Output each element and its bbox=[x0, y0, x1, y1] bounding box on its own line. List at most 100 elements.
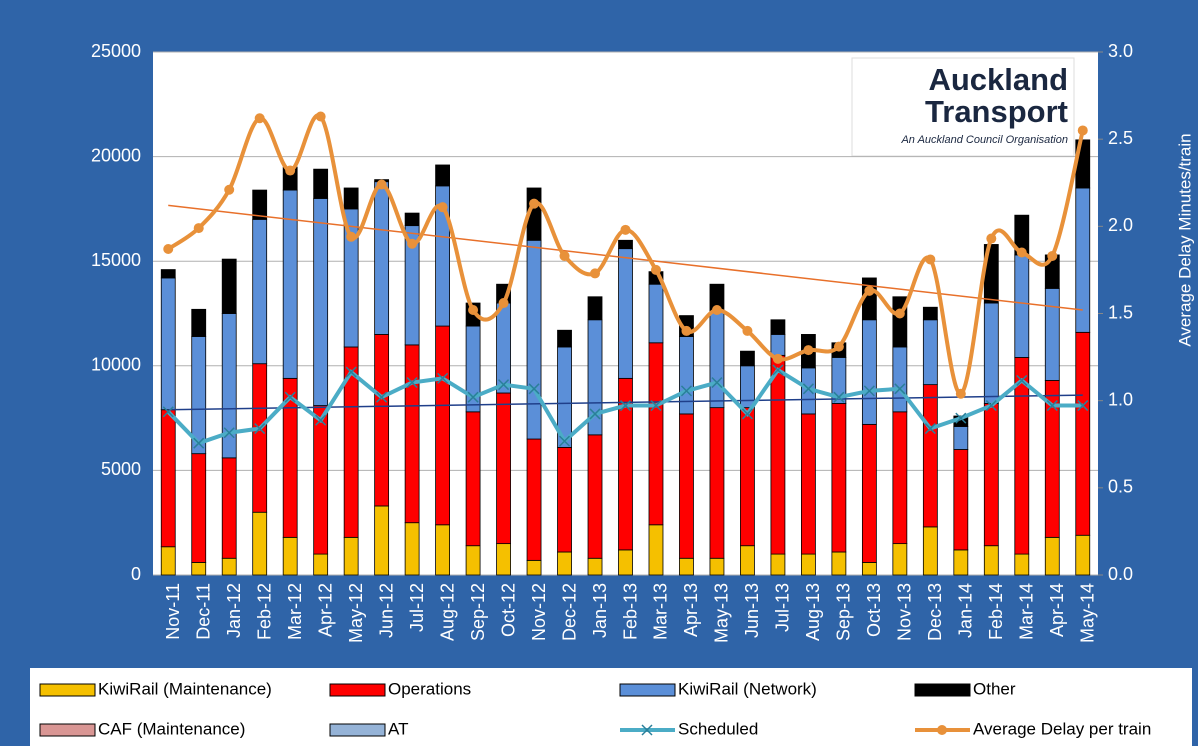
y-tick-label: 15000 bbox=[91, 250, 141, 270]
bar-segment bbox=[770, 354, 786, 555]
point bbox=[864, 285, 875, 296]
bar-segment bbox=[1044, 536, 1060, 576]
point bbox=[406, 377, 418, 389]
point bbox=[254, 423, 266, 435]
point bbox=[163, 243, 174, 254]
x-tick-label: Nov-12 bbox=[529, 583, 549, 641]
bar-segment bbox=[221, 557, 237, 576]
bar-segment bbox=[892, 411, 908, 545]
y2-tick-label: 1.5 bbox=[1108, 302, 1133, 322]
point bbox=[315, 111, 326, 122]
point bbox=[346, 231, 357, 242]
point bbox=[711, 377, 723, 389]
bar-segment bbox=[648, 342, 664, 526]
legend-swatch bbox=[914, 683, 971, 697]
bar-segment bbox=[831, 551, 847, 576]
bar-segment bbox=[252, 363, 268, 513]
point bbox=[833, 391, 845, 403]
bar-segment bbox=[770, 553, 786, 576]
bar-segment bbox=[1044, 287, 1060, 381]
y2-tick-label: 2.5 bbox=[1108, 128, 1133, 148]
legend-marker bbox=[641, 724, 653, 736]
x-tick-label: Jul-12 bbox=[407, 583, 427, 632]
bar-segment bbox=[922, 319, 938, 386]
bar-segment bbox=[435, 524, 450, 576]
x-tick-label: Apr-13 bbox=[681, 583, 701, 637]
point bbox=[650, 264, 661, 275]
bar-segment bbox=[740, 365, 755, 409]
bar-segment bbox=[191, 453, 207, 563]
bar-segment bbox=[953, 426, 969, 450]
bar-segment bbox=[679, 336, 694, 415]
x-tick-label: Dec-12 bbox=[559, 583, 579, 641]
bar-segment bbox=[709, 311, 725, 409]
bar-segment bbox=[983, 403, 999, 547]
point bbox=[407, 238, 418, 249]
x-tick-label: Nov-13 bbox=[895, 583, 915, 641]
point bbox=[894, 383, 906, 395]
x-tick-label: Oct-13 bbox=[864, 583, 884, 637]
x-tick-label: Feb-13 bbox=[620, 583, 640, 640]
bar-segment bbox=[740, 545, 755, 576]
x-tick-label: Jan-14 bbox=[956, 583, 976, 638]
bar-segment bbox=[861, 319, 877, 425]
point bbox=[955, 388, 966, 399]
x-tick-label: Oct-12 bbox=[498, 583, 518, 637]
point bbox=[315, 414, 327, 426]
point bbox=[498, 298, 509, 309]
bar-segment bbox=[374, 505, 390, 576]
x-tick-label: Jan-12 bbox=[224, 583, 244, 638]
bar-segment bbox=[526, 559, 542, 576]
bar-segment bbox=[160, 409, 176, 548]
bar-segment bbox=[618, 239, 633, 250]
point bbox=[498, 379, 510, 391]
logo-title: Transport bbox=[925, 94, 1068, 129]
bar-segment bbox=[557, 551, 572, 576]
bar-segment bbox=[404, 344, 420, 524]
y2-tick-label: 2.0 bbox=[1108, 215, 1133, 235]
bar-segment bbox=[861, 423, 877, 563]
y-tick-label: 0 bbox=[131, 564, 141, 584]
y2-tick-label: 1.0 bbox=[1108, 389, 1133, 409]
bar-segment bbox=[404, 212, 420, 227]
x-tick-label: Mar-13 bbox=[651, 583, 671, 640]
bar-segment bbox=[374, 181, 390, 335]
y2-tick-label: 0.5 bbox=[1108, 477, 1133, 497]
bar-segment bbox=[374, 334, 390, 507]
point bbox=[620, 224, 631, 235]
bar-segment bbox=[770, 334, 786, 356]
x-tick-label: Apr-14 bbox=[1047, 583, 1067, 637]
x-tick-label: Nov-11 bbox=[163, 583, 183, 640]
legend-label: KiwiRail (Network) bbox=[678, 679, 817, 698]
bar-segment bbox=[892, 543, 908, 576]
point bbox=[437, 202, 448, 213]
bar-segment bbox=[435, 164, 450, 187]
point bbox=[833, 341, 844, 352]
point bbox=[223, 427, 235, 439]
point bbox=[1046, 400, 1058, 412]
bar-segment bbox=[831, 403, 847, 553]
x-tick-label: Aug-13 bbox=[803, 583, 823, 641]
x-tick-label: May-13 bbox=[712, 583, 732, 643]
bar-segment bbox=[709, 407, 725, 559]
y2-axis-label: Average Delay Minutes/train bbox=[1175, 133, 1194, 346]
x-tick-label: Aug-12 bbox=[437, 583, 457, 641]
bar-segment bbox=[404, 522, 420, 576]
bar-segment bbox=[252, 218, 268, 365]
x-tick-label: Feb-14 bbox=[986, 583, 1006, 640]
point bbox=[528, 383, 540, 395]
point bbox=[529, 198, 540, 209]
point bbox=[162, 406, 174, 418]
point bbox=[437, 372, 449, 384]
x-tick-label: Sep-12 bbox=[468, 583, 488, 641]
bar-segment bbox=[1075, 331, 1091, 536]
point bbox=[894, 308, 905, 319]
bar-segment bbox=[313, 553, 329, 576]
point bbox=[193, 437, 205, 449]
bar-segment bbox=[709, 557, 725, 576]
y2-tick-label: 0.0 bbox=[1108, 564, 1133, 584]
point bbox=[1047, 250, 1058, 261]
bar-segment bbox=[648, 283, 664, 344]
bar-segment bbox=[252, 511, 268, 576]
